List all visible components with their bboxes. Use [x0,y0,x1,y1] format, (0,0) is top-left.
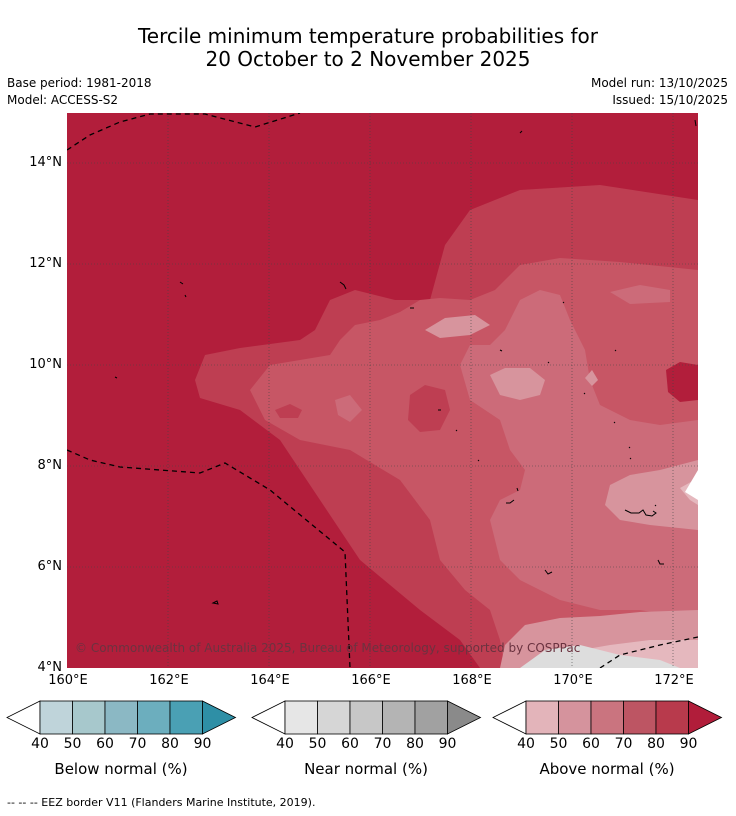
eez-footnote: -- -- -- EEZ border V11 (Flanders Marine… [7,796,316,809]
colorbar-above-tick: 60 [582,736,600,752]
y-tick-label: 8°N [37,458,63,473]
map-title-line1: Tercile minimum temperature probabilitie… [137,24,599,48]
colorbar-below-tick: 80 [161,736,179,752]
colorbar-label-below: Below normal (%) [54,760,188,778]
colorbar-below-tick: 70 [128,736,147,752]
above-40-region [540,478,698,668]
y-tick-label: 4°N [37,660,63,675]
above-50-patch [425,315,490,338]
atoll-marker [685,470,698,500]
above-90-patch [666,362,698,402]
above-50-patch-2 [490,368,545,400]
colorbar-near-tick: 50 [308,736,327,752]
copyright-text: © Commonwealth of Australia 2025, Bureau… [75,641,581,655]
colorbar-above-tick: 80 [647,736,665,752]
x-tick-label: 170°E [553,673,593,688]
model-name: Model: ACCESS-S2 [7,93,119,107]
model-run: Model run: 13/10/2025 [590,76,728,90]
colorbar-near-segment [382,700,416,735]
base-period: Base period: 1981-2018 [7,76,152,90]
colorbar-near-segment [414,700,448,735]
colorbar-near-tick: 40 [276,736,294,752]
near-normal-region [520,645,680,668]
colorbar-near-tick: 60 [341,736,359,752]
colorbar-near-tick: 70 [373,736,392,752]
y-tick-label: 14°N [29,155,62,170]
colorbar-below-segment [72,700,106,735]
colorbar-above-tick: 50 [549,736,568,752]
y-tick-label: 10°N [29,357,62,372]
colorbar-near-min-arrow [251,700,286,735]
above-60-patch [335,395,362,422]
colorbar-above-segment [655,700,689,735]
colorbar-near-tick: 80 [406,736,424,752]
x-tick-label: 164°E [250,673,290,688]
colorbar-above-tick: 90 [679,736,698,752]
y-tick-label: 12°N [29,256,62,271]
colorbar-above-max-arrow [688,700,723,735]
colorbar-label-above: Above normal (%) [539,760,675,778]
map-title-line2: 20 October to 2 November 2025 [205,47,531,71]
y-tick-label: 6°N [37,559,63,574]
above-50-region [500,460,698,668]
colorbar-above-segment [623,700,657,735]
colorbars [6,700,723,735]
colorbar-near-segment [317,700,351,735]
colorbar-near-segment [284,700,318,735]
colorbar-above-tick: 70 [614,736,633,752]
colorbar-near-tick: 90 [438,736,457,752]
colorbar-near-segment [349,700,383,735]
colorbar-above-tick: 40 [517,736,535,752]
colorbar-below-tick: 90 [193,736,212,752]
above-60-patch-2 [610,285,670,304]
eez-border [67,113,698,668]
colorbar-below-tick: 50 [63,736,82,752]
x-tick-label: 162°E [149,673,189,688]
colorbar-below-min-arrow [6,700,41,735]
above-50-patch-3 [585,370,598,386]
x-tick-label: 160°E [48,673,88,688]
colorbar-above-segment [590,700,624,735]
above-80-patch-2 [275,404,302,418]
colorbar-above-min-arrow [492,700,527,735]
colorbar-label-near: Near normal (%) [304,760,428,778]
colorbar-below-segment [169,700,203,735]
colorbar-below-segment [137,700,171,735]
colorbar-near-max-arrow [447,700,482,735]
colorbar-above-segment [558,700,592,735]
colorbar-below-tick: 40 [31,736,49,752]
colorbar-above-segment [525,700,559,735]
colorbar-below-segment [39,700,73,735]
x-tick-label: 172°E [654,673,694,688]
colorbar-below-max-arrow [202,700,237,735]
x-tick-label: 168°E [452,673,492,688]
islands [114,119,697,605]
colorbar-below-tick: 60 [96,736,114,752]
issued-date: Issued: 15/10/2025 [612,93,728,107]
graticule [67,113,698,668]
probability-field [67,113,698,668]
above-80-patch [408,385,450,432]
x-tick-label: 166°E [351,673,391,688]
colorbar-below-segment [104,700,138,735]
